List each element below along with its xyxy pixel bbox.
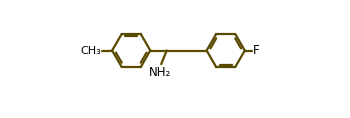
- Text: NH₂: NH₂: [149, 66, 172, 79]
- Text: CH₃: CH₃: [80, 46, 101, 55]
- Text: F: F: [253, 44, 260, 57]
